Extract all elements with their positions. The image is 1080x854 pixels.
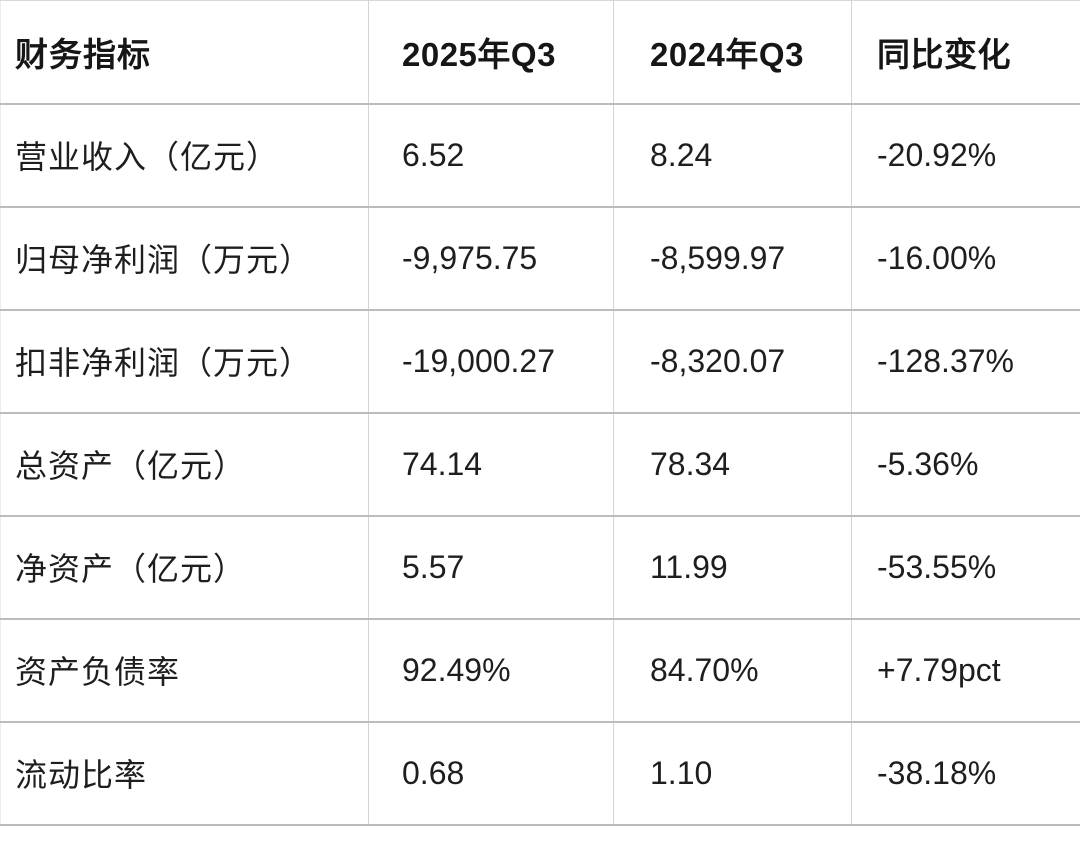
header-cell-indicator: 财务指标: [0, 0, 369, 105]
header-cell-2024-q3: 2024年Q3: [613, 0, 852, 105]
value-2025q3-cell: 0.68: [368, 721, 614, 826]
table-row-deducted-net-profit: 扣非净利润（万元） -19,000.27 -8,320.07 -128.37%: [0, 309, 1080, 414]
indicator-label-cell: 流动比率: [0, 721, 369, 826]
value-2025q3-cell: 74.14: [368, 412, 614, 517]
yoy-value-cell: -5.36%: [851, 412, 1080, 517]
indicator-label-cell: 总资产（亿元）: [0, 412, 369, 517]
header-cell-yoy-change: 同比变化: [851, 0, 1080, 105]
financial-comparison-table: 财务指标 2025年Q3 2024年Q3 同比变化 营业收入（亿元） 6.52 …: [0, 0, 1080, 826]
yoy-value-cell: -128.37%: [851, 309, 1080, 414]
indicator-label-cell: 归母净利润（万元）: [0, 206, 369, 311]
value-2024q3-cell: 1.10: [613, 721, 852, 826]
indicator-label-cell: 扣非净利润（万元）: [0, 309, 369, 414]
value-2025q3-cell: -9,975.75: [368, 206, 614, 311]
header-cell-2025-q3: 2025年Q3: [368, 0, 614, 105]
yoy-value-cell: -53.55%: [851, 515, 1080, 620]
value-2024q3-cell: 84.70%: [613, 618, 852, 723]
indicator-label-cell: 营业收入（亿元）: [0, 103, 369, 208]
table-row-current-ratio: 流动比率 0.68 1.10 -38.18%: [0, 721, 1080, 826]
table-row-revenue: 营业收入（亿元） 6.52 8.24 -20.92%: [0, 103, 1080, 208]
indicator-label-cell: 资产负债率: [0, 618, 369, 723]
table-row-net-assets: 净资产（亿元） 5.57 11.99 -53.55%: [0, 515, 1080, 620]
yoy-value-cell: -38.18%: [851, 721, 1080, 826]
value-2024q3-cell: 78.34: [613, 412, 852, 517]
value-2024q3-cell: 11.99: [613, 515, 852, 620]
value-2025q3-cell: 92.49%: [368, 618, 614, 723]
indicator-label-cell: 净资产（亿元）: [0, 515, 369, 620]
table-row-debt-ratio: 资产负债率 92.49% 84.70% +7.79pct: [0, 618, 1080, 723]
yoy-value-cell: -20.92%: [851, 103, 1080, 208]
yoy-value-cell: +7.79pct: [851, 618, 1080, 723]
value-2024q3-cell: -8,599.97: [613, 206, 852, 311]
value-2025q3-cell: -19,000.27: [368, 309, 614, 414]
value-2024q3-cell: -8,320.07: [613, 309, 852, 414]
value-2025q3-cell: 6.52: [368, 103, 614, 208]
table-row-net-profit: 归母净利润（万元） -9,975.75 -8,599.97 -16.00%: [0, 206, 1080, 311]
yoy-value-cell: -16.00%: [851, 206, 1080, 311]
table-row-total-assets: 总资产（亿元） 74.14 78.34 -5.36%: [0, 412, 1080, 517]
table-header-row: 财务指标 2025年Q3 2024年Q3 同比变化: [0, 0, 1080, 105]
value-2024q3-cell: 8.24: [613, 103, 852, 208]
value-2025q3-cell: 5.57: [368, 515, 614, 620]
